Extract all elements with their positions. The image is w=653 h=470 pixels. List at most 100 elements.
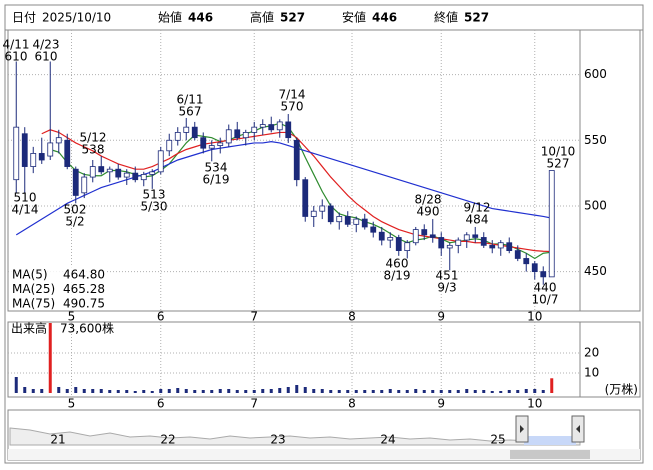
y-tick-label: 20 [584, 346, 599, 360]
candle-body [268, 124, 275, 131]
annotation: 484 [466, 213, 489, 227]
candle-body [157, 150, 164, 173]
legend-name: MA(25) [12, 282, 55, 296]
annotation: 538 [82, 143, 105, 157]
candle-body [115, 168, 122, 178]
volume-bar [244, 390, 248, 393]
y-tick-label: 600 [584, 67, 607, 81]
candle-body [455, 239, 462, 246]
volume-bar [91, 389, 95, 393]
volume-bar [125, 390, 129, 393]
annotation: 6/11 [177, 93, 204, 107]
candle-body [523, 258, 530, 265]
volume-bar [431, 390, 435, 393]
volume-bar [269, 389, 273, 393]
annotation: 460 [386, 257, 409, 271]
legend-value: 465.28 [63, 282, 105, 296]
volume-bar [159, 389, 163, 393]
volume-bar [312, 389, 316, 393]
scrollbar-thumb[interactable] [510, 450, 590, 459]
header-bar [4, 4, 644, 31]
volume-bar [405, 390, 409, 393]
annotation: 610 [35, 50, 58, 64]
annotation: 5/12 [80, 131, 107, 145]
candle-body [242, 132, 249, 139]
header-value: 446 [372, 11, 397, 25]
x-tick-label: 10 [527, 397, 542, 411]
candle-body [225, 129, 232, 144]
volume-bar [482, 390, 486, 393]
candle-body [336, 216, 343, 223]
candle-body [531, 263, 538, 273]
candle-body [353, 218, 360, 225]
candle-body [404, 242, 411, 251]
volume-bar [499, 391, 503, 393]
x-tick-label: 5 [68, 397, 76, 411]
candle-body [234, 129, 241, 139]
candle-body [497, 242, 504, 249]
volume-bar [108, 390, 112, 393]
navigator-selection[interactable] [524, 436, 576, 445]
y-tick-label: 10 [584, 366, 599, 380]
header-label: 始値 [158, 10, 182, 25]
legend-value: 490.75 [63, 297, 105, 311]
annotation: 451 [436, 269, 459, 283]
candle-body [285, 121, 292, 139]
candle-body [344, 216, 351, 225]
candle-body [310, 210, 317, 217]
candle-body [412, 229, 419, 244]
annotation: 610 [5, 50, 28, 64]
volume-bar [201, 390, 205, 393]
frame [4, 4, 644, 464]
candle-body [89, 166, 96, 178]
volume-bar [99, 389, 103, 393]
candle-body [327, 205, 334, 223]
volume-bar [40, 389, 44, 393]
candle-body [506, 242, 513, 251]
volume-bar [227, 389, 231, 393]
volume-bar [533, 389, 537, 393]
header-label: 日付 [12, 11, 36, 25]
volume-bar [210, 390, 214, 393]
annotation: 567 [179, 105, 202, 119]
volume-bar [320, 389, 324, 393]
y-tick-label: 550 [584, 133, 607, 147]
candle-body [217, 142, 224, 146]
candle-body [200, 137, 207, 149]
annotation: 7/14 [279, 88, 306, 102]
annotation: 5/30 [141, 200, 168, 214]
candle-body [302, 179, 309, 217]
volume-bar [286, 387, 290, 393]
annotation: 6/19 [203, 173, 230, 187]
annotation: 9/3 [437, 281, 456, 295]
volume-bar [550, 378, 554, 393]
volume-bar [278, 388, 282, 393]
candle-body [489, 244, 496, 249]
volume-bar [65, 389, 69, 393]
volume-bar [524, 389, 528, 393]
annotation: 8/28 [415, 193, 442, 207]
candle-body [438, 237, 445, 249]
candle-body [395, 237, 402, 251]
candle-body [21, 133, 28, 167]
navigator-label: 21 [50, 433, 65, 447]
volume-bar [388, 389, 392, 393]
legend-box [10, 267, 106, 310]
candle-body [106, 168, 113, 173]
candle-body [548, 170, 555, 278]
volume-bar [82, 389, 86, 393]
annotation: 440 [534, 281, 557, 295]
volume-bar [329, 390, 333, 393]
candle-body [47, 142, 54, 157]
volume-bar [48, 323, 52, 393]
volume-panel [7, 321, 641, 398]
volume-bar [439, 390, 443, 393]
annotation: 4/11 [3, 38, 30, 52]
candle-body [166, 139, 173, 152]
ma-line [15, 141, 552, 236]
scrollbar[interactable] [8, 449, 640, 460]
candle-body [149, 171, 156, 175]
annotation: 4/14 [12, 203, 39, 217]
volume-bar [116, 390, 120, 393]
